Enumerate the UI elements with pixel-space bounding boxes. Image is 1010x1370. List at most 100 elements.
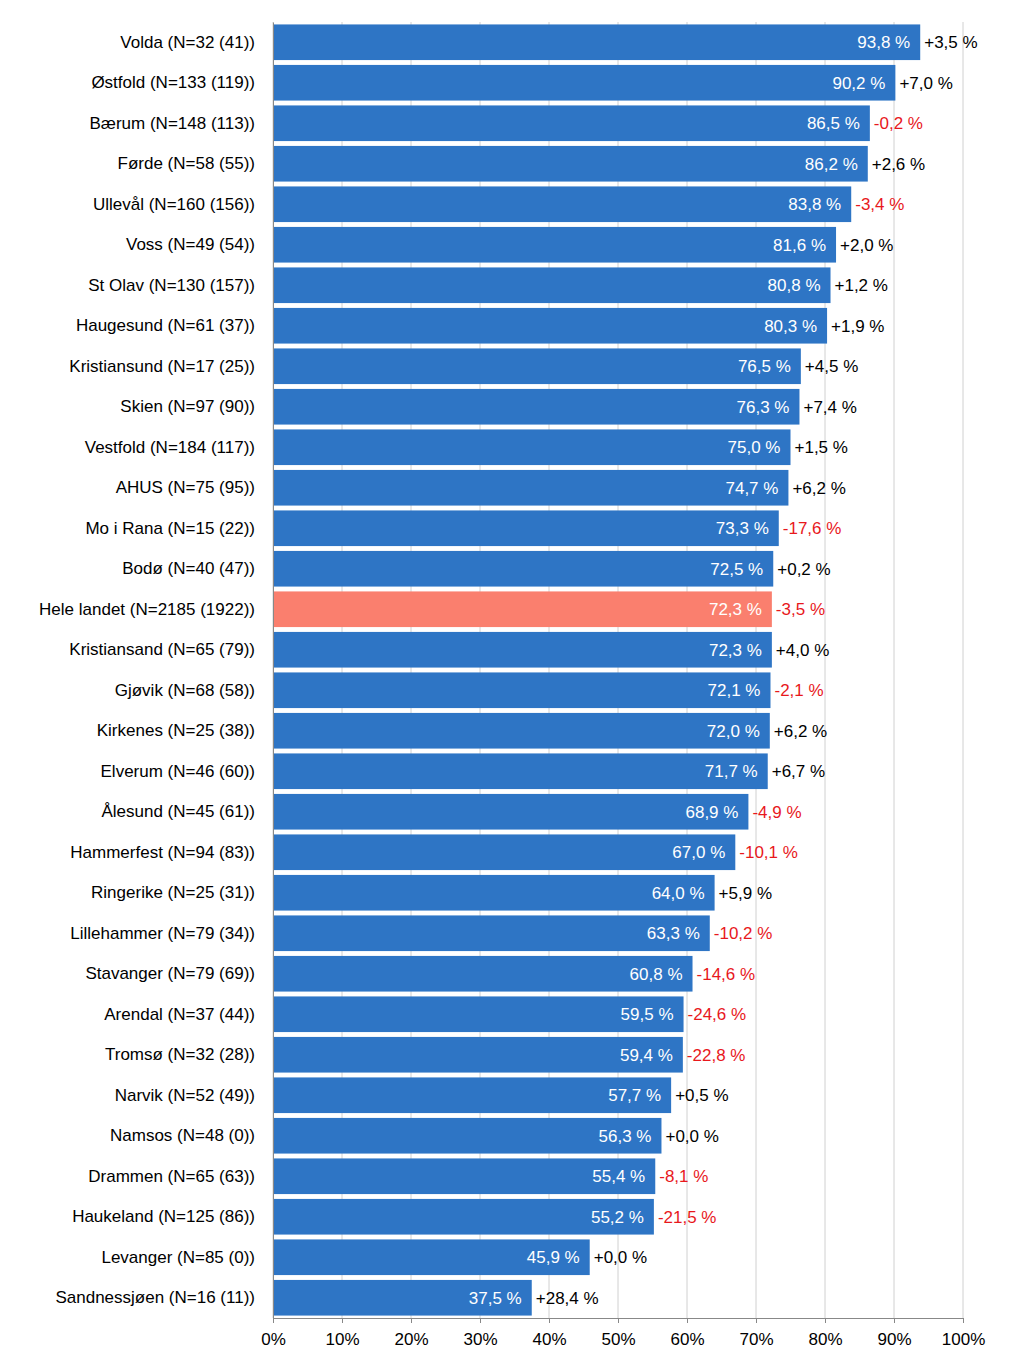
data-label: 86,5 % — [807, 114, 860, 133]
category-label: Skien (N=97 (90)) — [120, 397, 255, 416]
change-label: +5,9 % — [719, 884, 772, 903]
data-label: 55,4 % — [592, 1167, 645, 1186]
tick: Tromsø (N=32 (28)) — [105, 1045, 273, 1064]
tick: 40% — [532, 1318, 566, 1349]
data-label: 56,3 % — [599, 1127, 652, 1146]
category-label: Drammen (N=65 (63)) — [88, 1167, 255, 1186]
category-label: Arendal (N=37 (44)) — [104, 1005, 255, 1024]
bar — [273, 470, 788, 506]
data-label: 73,3 % — [716, 519, 769, 538]
tick: Arendal (N=37 (44)) — [104, 1005, 273, 1024]
tick-mark — [618, 1318, 619, 1323]
tick: 50% — [601, 1318, 635, 1349]
y-axis: Volda (N=32 (41))Østfold (N=133 (119))Bæ… — [39, 23, 273, 1319]
bar — [273, 24, 920, 60]
bar — [273, 348, 801, 384]
change-label: -17,6 % — [783, 519, 842, 538]
change-label: +6,2 % — [774, 722, 827, 741]
change-label: -14,6 % — [697, 965, 756, 984]
plot: 0%10%20%30%40%50%60%70%80%90%100%Volda (… — [39, 22, 985, 1349]
bar — [273, 146, 868, 182]
data-label: 80,3 % — [764, 317, 817, 336]
category-label: Lillehammer (N=79 (34)) — [70, 924, 255, 943]
tick: Haukeland (N=125 (86)) — [72, 1207, 273, 1226]
chart: 0%10%20%30%40%50%60%70%80%90%100%Volda (… — [0, 0, 1010, 1370]
change-label: -4,9 % — [752, 803, 801, 822]
category-label: Østfold (N=133 (119)) — [91, 73, 255, 92]
tick: 80% — [808, 1318, 842, 1349]
tick-mark — [756, 1318, 757, 1323]
change-label: -22,8 % — [687, 1046, 746, 1065]
change-label: +2,0 % — [840, 236, 893, 255]
bars — [273, 24, 920, 1315]
change-label: +4,0 % — [776, 641, 829, 660]
bar — [273, 753, 768, 789]
bar — [273, 1239, 590, 1275]
tick: Mo i Rana (N=15 (22)) — [85, 519, 273, 538]
tick: Hammerfest (N=94 (83)) — [70, 843, 273, 862]
data-label: 64,0 % — [652, 884, 705, 903]
category-label: Haugesund (N=61 (37)) — [76, 316, 255, 335]
tick-mark — [342, 1318, 343, 1323]
category-label: AHUS (N=75 (95)) — [116, 478, 255, 497]
category-label: Kristiansund (N=17 (25)) — [69, 357, 255, 376]
tick: 70% — [739, 1318, 773, 1349]
category-label: Ringerike (N=25 (31)) — [91, 883, 255, 902]
labels: 93,8 %90,2 %86,5 %86,2 %83,8 %81,6 %80,8… — [469, 33, 978, 1308]
data-label: 76,3 % — [737, 398, 790, 417]
data-label: 74,7 % — [725, 479, 778, 498]
category-label: Kirkenes (N=25 (38)) — [97, 721, 255, 740]
data-label: 72,3 % — [709, 600, 762, 619]
bar — [273, 186, 851, 222]
bar — [273, 1037, 683, 1073]
tick: Hele landet (N=2185 (1922)) — [39, 600, 273, 619]
change-label: +7,0 % — [899, 74, 952, 93]
tick: AHUS (N=75 (95)) — [116, 478, 273, 497]
data-label: 86,2 % — [805, 155, 858, 174]
tick: Lillehammer (N=79 (34)) — [70, 924, 273, 943]
tick: Elverum (N=46 (60)) — [101, 762, 273, 781]
tick: Ullevål (N=160 (156)) — [93, 195, 273, 214]
tick: Kristiansand (N=65 (79)) — [69, 640, 273, 659]
bar — [273, 227, 836, 263]
change-label: +1,2 % — [835, 276, 888, 295]
tick: St Olav (N=130 (157)) — [88, 276, 273, 295]
data-label: 81,6 % — [773, 236, 826, 255]
data-label: 90,2 % — [832, 74, 885, 93]
category-label: Hammerfest (N=94 (83)) — [70, 843, 255, 862]
bar — [273, 510, 779, 546]
data-label: 37,5 % — [469, 1289, 522, 1308]
x-axis: 0%10%20%30%40%50%60%70%80%90%100% — [261, 1318, 985, 1349]
tick: 0% — [261, 1318, 286, 1349]
tick: Bodø (N=40 (47)) — [122, 559, 273, 578]
tick: Østfold (N=133 (119)) — [91, 73, 273, 92]
tick-mark — [411, 1318, 412, 1323]
tick: Ringerike (N=25 (31)) — [91, 883, 273, 902]
tick-label: 20% — [394, 1330, 428, 1349]
tick: Skien (N=97 (90)) — [120, 397, 273, 416]
tick-mark — [963, 1318, 964, 1323]
bar — [273, 672, 770, 708]
bar — [273, 1158, 655, 1194]
change-label: +6,7 % — [772, 762, 825, 781]
category-label: Førde (N=58 (55)) — [118, 154, 255, 173]
bar — [273, 875, 715, 911]
change-label: +2,6 % — [872, 155, 925, 174]
tick: Bærum (N=148 (113)) — [90, 114, 274, 133]
data-label: 63,3 % — [647, 924, 700, 943]
change-label: +1,5 % — [795, 438, 848, 457]
data-label: 80,8 % — [768, 276, 821, 295]
bar — [273, 429, 791, 465]
tick: 10% — [325, 1318, 359, 1349]
change-label: +0,0 % — [594, 1248, 647, 1267]
tick: Narvik (N=52 (49)) — [115, 1086, 273, 1105]
grid-line — [273, 22, 274, 1318]
tick-label: 10% — [325, 1330, 359, 1349]
data-label: 45,9 % — [527, 1248, 580, 1267]
tick-mark — [825, 1318, 826, 1323]
data-label: 76,5 % — [738, 357, 791, 376]
tick: 100% — [942, 1318, 985, 1349]
data-label: 55,2 % — [591, 1208, 644, 1227]
bar — [273, 267, 831, 303]
tick: Kirkenes (N=25 (38)) — [97, 721, 273, 740]
